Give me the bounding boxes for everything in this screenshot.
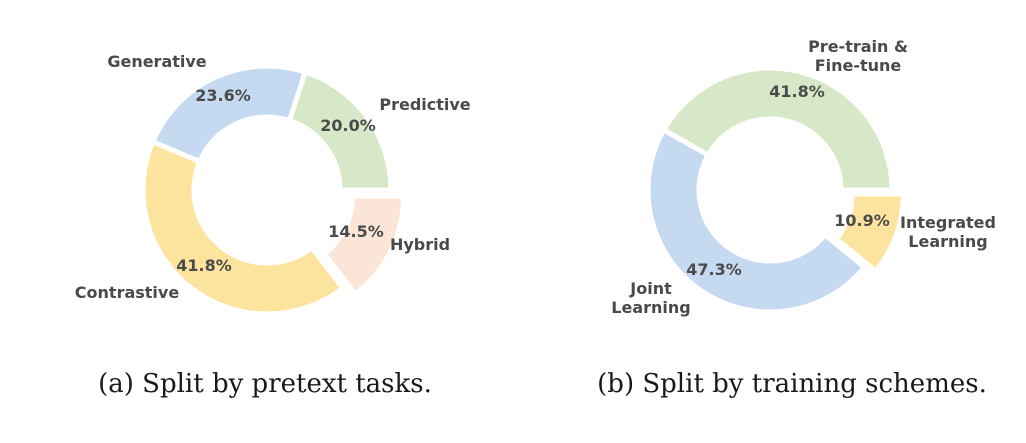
slice-label-line: Pre-train & <box>808 37 908 56</box>
donut-slice <box>661 65 895 193</box>
slice-label-line: Contrastive <box>75 283 180 302</box>
slice-label-line: Predictive <box>379 95 470 114</box>
slice-label: Pre-train & Fine-tune <box>808 37 908 75</box>
slice-label: Predictive <box>379 95 470 114</box>
caption-b: (b) Split by training schemes. <box>597 369 987 399</box>
donut-slice <box>645 127 867 315</box>
donut-slice <box>140 139 346 317</box>
slice-label-line: Integrated <box>900 213 996 232</box>
slice-label-line: Joint <box>629 279 672 298</box>
slice-percent-label: 41.8% <box>176 256 232 275</box>
slice-label-line: Fine-tune <box>815 56 902 75</box>
slice-label: Generative <box>107 52 206 71</box>
slice-percent-label: 14.5% <box>328 222 384 241</box>
donut-slice <box>321 193 407 297</box>
donut-slice <box>150 63 308 165</box>
slice-label: Hybrid <box>390 235 450 254</box>
slice-label-line: Generative <box>107 52 206 71</box>
slice-label-line: Learning <box>611 298 690 317</box>
slice-percent-label: 41.8% <box>769 82 825 101</box>
slice-percent-label: 10.9% <box>834 211 890 230</box>
caption-a: (a) Split by pretext tasks. <box>98 369 432 399</box>
slice-label-line: Learning <box>908 232 987 251</box>
slice-percent-label: 23.6% <box>195 86 251 105</box>
donut-slice <box>833 191 906 274</box>
slice-label: Integrated Learning <box>900 213 996 251</box>
slice-label-line: Hybrid <box>390 235 450 254</box>
slice-label: Contrastive <box>75 283 180 302</box>
slice-label: Joint Learning <box>611 279 690 317</box>
slice-percent-label: 20.0% <box>320 116 376 135</box>
slice-percent-label: 47.3% <box>686 260 742 279</box>
